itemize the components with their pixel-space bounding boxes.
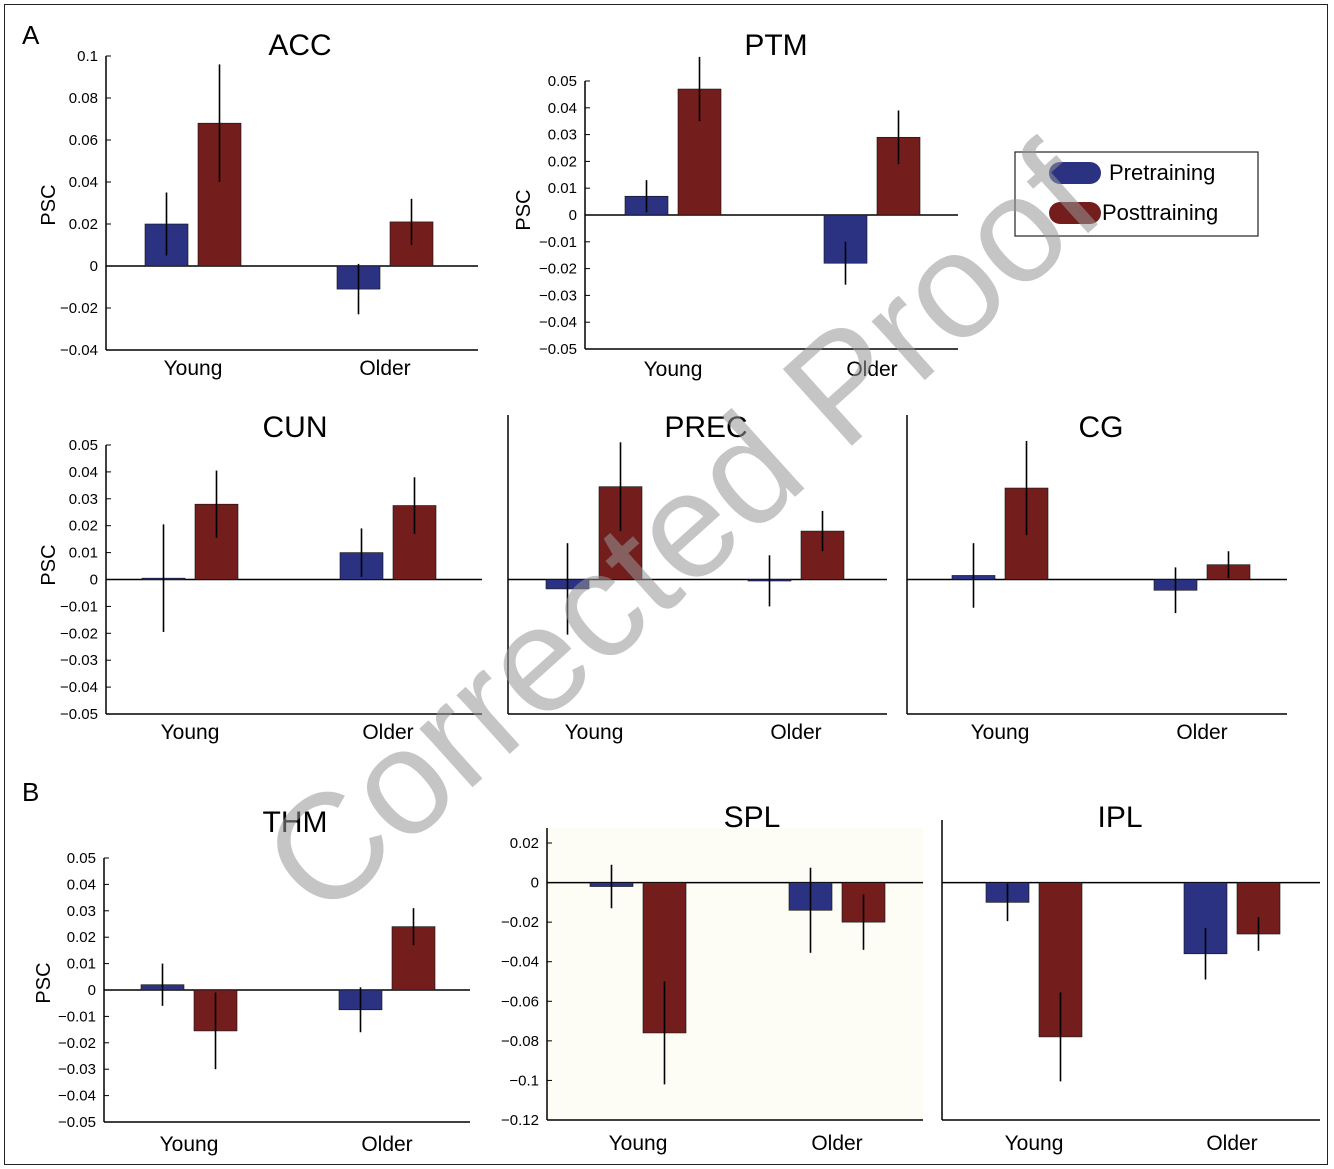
bar-posttraining-young (197, 122, 242, 267)
y-tick-label: −0.05 (58, 1114, 96, 1131)
x-tick-label: Young (644, 358, 703, 381)
x-tick-label: Older (361, 1133, 412, 1156)
legend-label-pretraining: Pretraining (1109, 160, 1215, 185)
y-tick-label: −0.05 (60, 706, 98, 723)
legend-swatch-pretraining (1049, 162, 1101, 184)
y-tick-label: 0.04 (548, 100, 577, 117)
y-tick-label: 0 (90, 258, 98, 275)
y-tick-label: 0.01 (67, 956, 96, 973)
panel-title: THM (263, 806, 328, 839)
x-tick-label: Young (161, 721, 220, 744)
legend-label-posttraining: Posttraining (1102, 200, 1218, 225)
y-tick-label: 0.03 (67, 903, 96, 920)
panel-title: SPL (724, 801, 781, 834)
y-tick-label: −0.01 (58, 1008, 96, 1025)
x-tick-label: Young (971, 721, 1030, 744)
x-tick-label: Older (1176, 721, 1227, 744)
y-tick-label: 0 (88, 982, 96, 999)
x-tick-label: Older (359, 357, 410, 380)
y-axis-label: PSC (33, 962, 55, 1003)
y-tick-label: 0.08 (69, 90, 98, 107)
y-tick-label: −0.06 (501, 993, 539, 1010)
panel-cun: CUN 0.05 0.04 0.03 0.02 0.01 0 −0.01 −0.02 −0.03 −… (38, 411, 482, 744)
x-tick-label: Young (160, 1133, 219, 1156)
panel-acc: ACC 0.1 0.08 0.06 0.04 0.02 0 −0.02 −0.04 PSC Youn… (38, 29, 478, 380)
panel-title: ACC (268, 29, 331, 62)
y-tick-label: −0.1 (509, 1072, 539, 1089)
y-tick-label: 0.1 (77, 48, 98, 65)
y-tick-label: 0.01 (69, 545, 98, 562)
y-tick-label: 0.04 (67, 876, 96, 893)
panel-thm: THM 0.05 0.04 0.03 0.02 0.01 0 −0.01 −0.02 −0.03 −… (33, 806, 470, 1156)
y-tick-label: 0.06 (69, 132, 98, 149)
y-tick-label: 0.01 (548, 180, 577, 197)
y-tick-label: −0.02 (60, 625, 98, 642)
x-tick-label: Older (362, 721, 413, 744)
y-tick-label: −0.04 (539, 314, 577, 331)
y-tick-label: 0.05 (67, 850, 96, 867)
panel-prec: PREC Young Older (507, 411, 887, 744)
x-tick-label: Older (1206, 1132, 1257, 1155)
legend: Pretraining Posttraining (1014, 151, 1259, 237)
x-tick-label: Older (770, 721, 821, 744)
y-tick-label: −0.03 (60, 652, 98, 669)
panel-title: IPL (1097, 801, 1142, 834)
figure-border (4, 4, 1328, 1165)
y-tick-label: 0.02 (548, 153, 577, 170)
bar-posttraining-older (391, 926, 436, 991)
y-tick-label: −0.02 (501, 914, 539, 931)
y-tick-label: 0 (90, 572, 98, 589)
y-tick-label: −0.04 (58, 1088, 96, 1105)
x-tick-label: Young (1005, 1132, 1064, 1155)
y-tick-label: 0.03 (69, 491, 98, 508)
y-tick-label: 0.05 (548, 73, 577, 90)
y-tick-label: 0.02 (67, 929, 96, 946)
panel-title: CG (1079, 411, 1124, 444)
y-tick-label: −0.12 (501, 1112, 539, 1129)
panel-title: PREC (664, 411, 747, 444)
y-axis-label: PSC (38, 184, 60, 225)
y-tick-label: −0.02 (60, 300, 98, 317)
y-tick-label: −0.03 (539, 287, 577, 304)
y-tick-label: −0.04 (60, 342, 98, 359)
y-axis-label: PSC (38, 544, 60, 585)
y-tick-label: −0.05 (539, 341, 577, 358)
x-tick-label: Older (846, 358, 897, 381)
y-tick-label: 0 (531, 875, 539, 892)
y-tick-label: 0.03 (548, 127, 577, 144)
y-tick-label: 0.02 (510, 835, 539, 852)
panel-title: PTM (744, 29, 807, 62)
y-tick-label: −0.01 (539, 234, 577, 251)
panel-ipl: IPL Young Older (941, 801, 1320, 1155)
y-tick-label: 0.02 (69, 216, 98, 233)
y-tick-label: −0.03 (58, 1061, 96, 1078)
section-label-a: A (22, 20, 40, 50)
y-tick-label: 0.04 (69, 174, 98, 191)
x-tick-label: Young (565, 721, 624, 744)
panel-title: CUN (263, 411, 328, 444)
y-tick-label: 0 (569, 207, 577, 224)
panel-ptm: PTM 0.05 0.04 0.03 0.02 0.01 0 −0.01 −0.02 −0.03 −… (513, 29, 958, 381)
y-tick-label: −0.04 (60, 679, 98, 696)
section-label-b: B (22, 777, 40, 807)
y-tick-label: −0.08 (501, 1033, 539, 1050)
x-tick-label: Young (164, 357, 223, 380)
y-tick-label: −0.02 (58, 1035, 96, 1052)
x-tick-label: Older (811, 1132, 862, 1155)
y-axis-label: PSC (513, 189, 535, 230)
panel-background (547, 828, 923, 1120)
y-tick-label: −0.02 (539, 261, 577, 278)
panel-spl: SPL 0.02 0 −0.02 −0.04 −0.06 −0.08 −0.1 −0.12 You… (501, 801, 923, 1155)
y-tick-label: −0.04 (501, 954, 539, 971)
panel-cg: CG Young Older (906, 411, 1287, 744)
y-tick-label: −0.01 (60, 598, 98, 615)
y-tick-label: 0.04 (69, 464, 98, 481)
legend-swatch-posttraining (1049, 202, 1101, 224)
y-tick-label: 0.02 (69, 518, 98, 535)
y-tick-label: 0.05 (69, 437, 98, 454)
x-tick-label: Young (609, 1132, 668, 1155)
